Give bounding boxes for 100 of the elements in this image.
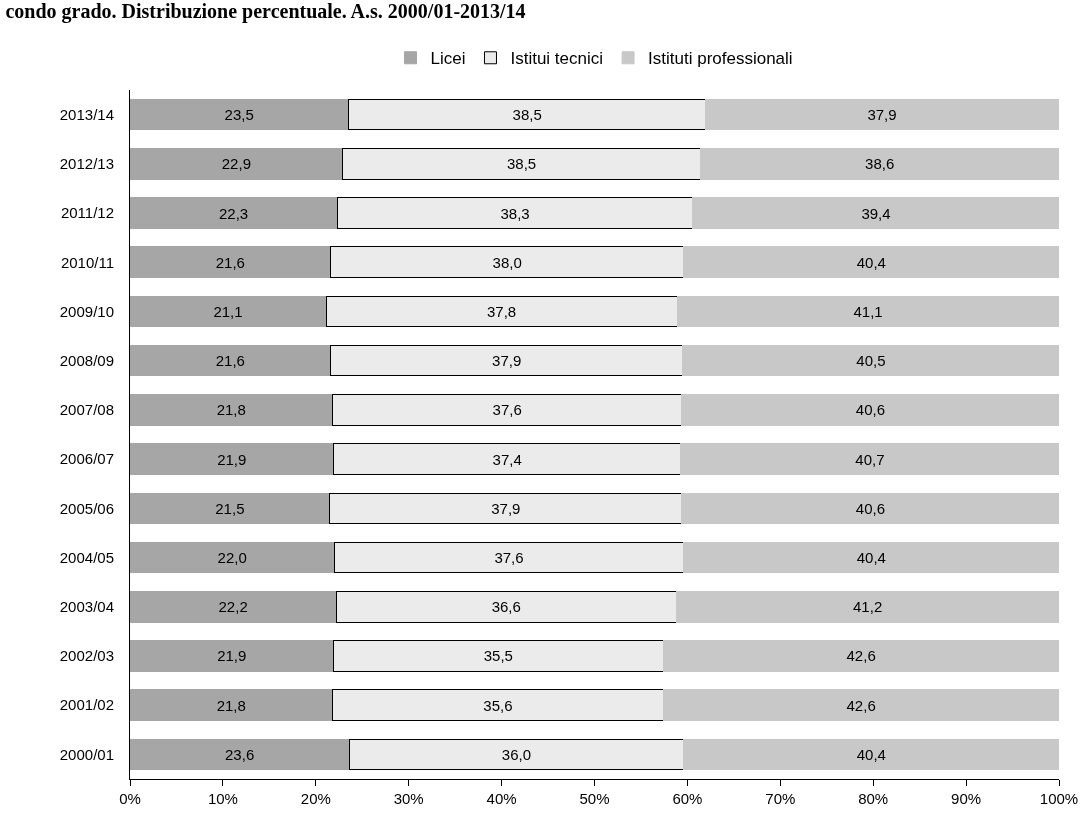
x-tick-label: 70% — [765, 790, 796, 807]
bar — [130, 295, 327, 328]
bar — [325, 295, 678, 328]
chart-title: condo grado. Distribuzione percentuale. A.s. 2000/01-2013/14 — [5, 0, 526, 24]
bar — [347, 98, 707, 131]
x-tick-label: 40% — [486, 790, 517, 807]
bar — [342, 148, 701, 180]
x-tick-label: 100% — [1039, 790, 1079, 807]
data-label: 37,6 — [492, 401, 522, 419]
y-tick-label: 2012/13 — [59, 155, 114, 173]
data-label: 37,8 — [487, 302, 517, 320]
x-tick-label: 0% — [119, 790, 141, 807]
bar — [332, 443, 682, 475]
data-label: 38,0 — [492, 253, 522, 271]
legend-label: Licei — [430, 49, 466, 69]
data-label: 38,6 — [865, 155, 895, 173]
data-label: 36,6 — [491, 598, 521, 616]
bar — [130, 197, 338, 229]
bar — [683, 246, 1059, 279]
bar — [130, 98, 349, 131]
x-tick-label: 30% — [393, 790, 424, 807]
bar — [662, 689, 1059, 721]
data-label: 37,6 — [494, 549, 524, 567]
y-tick-label: 2000/01 — [59, 745, 114, 763]
data-label: 40,7 — [855, 450, 885, 468]
data-label: 23,5 — [224, 106, 254, 124]
data-label: 40,4 — [856, 549, 886, 567]
bar — [333, 541, 685, 574]
data-label: 22,0 — [217, 549, 247, 567]
y-tick-label: 2002/03 — [59, 647, 114, 665]
data-label: 40,5 — [856, 352, 886, 370]
bar — [699, 148, 1059, 180]
bar — [683, 738, 1059, 771]
data-label: 36,0 — [501, 745, 532, 763]
bar — [329, 492, 683, 525]
bar — [332, 689, 664, 721]
data-label: 38,5 — [506, 155, 537, 173]
data-label: 22,2 — [218, 598, 248, 616]
data-label: 38,5 — [512, 106, 542, 124]
x-tick-label: 80% — [858, 790, 889, 807]
data-label: 40,6 — [855, 499, 886, 517]
data-label: 35,5 — [483, 647, 513, 665]
bar — [130, 394, 334, 426]
bar — [683, 541, 1059, 574]
bar — [682, 344, 1059, 377]
data-label: 39,4 — [861, 204, 891, 222]
bar — [130, 492, 331, 525]
bar — [676, 295, 1059, 328]
x-tick-label: 20% — [300, 790, 331, 807]
y-tick-label: 2006/07 — [59, 450, 114, 468]
bar — [705, 98, 1059, 131]
bar — [692, 197, 1059, 229]
x-tick-label: 10% — [207, 790, 238, 807]
data-label: 21,8 — [216, 401, 246, 419]
bar — [332, 640, 664, 672]
data-label: 21,9 — [217, 647, 247, 665]
data-label: 42,6 — [846, 696, 876, 714]
bar — [130, 246, 332, 279]
y-tick-label: 2011/12 — [60, 204, 114, 222]
legend-label: Istituti professionali — [648, 49, 793, 69]
y-tick-label: 2003/04 — [59, 598, 114, 615]
data-label: 21,6 — [215, 253, 245, 271]
bar — [348, 738, 685, 771]
bar — [130, 344, 332, 377]
data-label: 40,4 — [856, 745, 886, 763]
data-label: 37,9 — [491, 499, 521, 517]
bar — [681, 492, 1059, 525]
bar — [130, 689, 334, 721]
legend-label: Istitui tecnici — [510, 49, 604, 69]
y-tick-label: 2013/14 — [59, 105, 114, 123]
bar — [330, 344, 684, 377]
data-label: 35,6 — [483, 696, 513, 714]
data-label: 21,9 — [217, 450, 247, 468]
data-label: 41,2 — [853, 598, 883, 616]
y-tick-label: 2001/02 — [59, 696, 114, 714]
y-tick-label: 2008/09 — [59, 351, 114, 369]
bar — [335, 590, 677, 623]
x-tick-label: 60% — [672, 790, 703, 807]
y-tick-label: 2007/08 — [59, 401, 114, 419]
bar — [336, 197, 694, 229]
bar — [130, 640, 334, 672]
bar — [680, 443, 1059, 475]
bar — [130, 148, 344, 180]
data-label: 37,9 — [867, 106, 897, 124]
data-label: 42,6 — [846, 647, 876, 665]
data-label: 41,1 — [853, 302, 883, 320]
data-label: 40,6 — [855, 401, 886, 419]
y-tick-label: 2009/10 — [59, 302, 114, 320]
data-label: 21,1 — [213, 302, 243, 320]
data-label: 22,9 — [221, 155, 251, 173]
data-label: 38,3 — [500, 204, 530, 222]
bar — [330, 246, 685, 279]
data-label: 21,6 — [215, 352, 245, 370]
bar — [332, 394, 683, 426]
bar — [675, 590, 1059, 623]
y-tick-label: 2010/11 — [60, 253, 114, 271]
data-label: 37,4 — [492, 450, 522, 468]
y-tick-label: 2005/06 — [59, 499, 114, 517]
bar — [130, 738, 350, 771]
x-tick-label: 90% — [951, 790, 982, 807]
